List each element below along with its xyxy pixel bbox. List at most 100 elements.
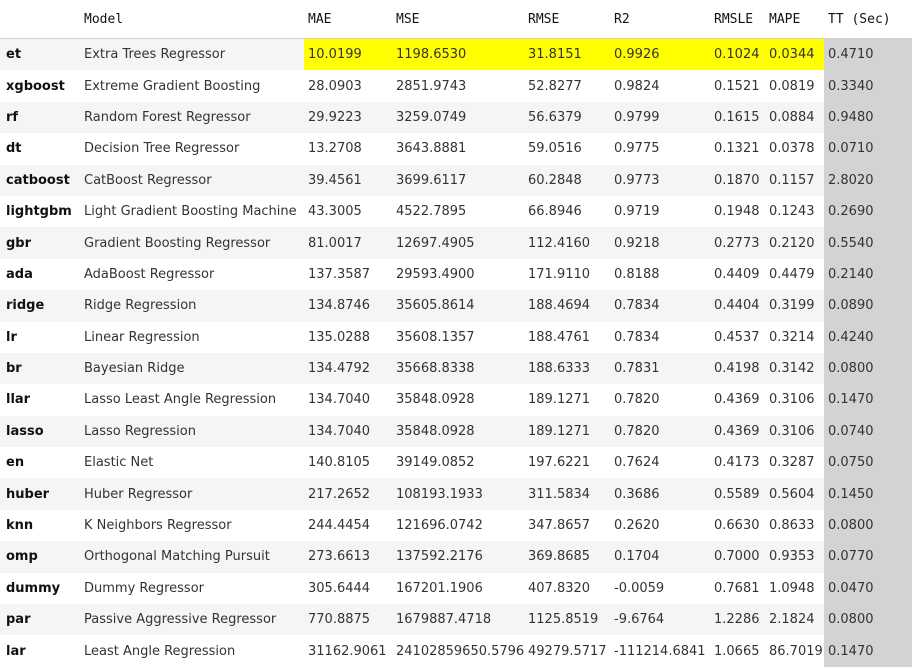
mape-cell: 0.3106 [765, 384, 824, 416]
table-header: Model MAE MSE RMSE R2 RMSLE MAPE TT (Sec) [0, 0, 912, 39]
model-name-cell: Bayesian Ridge [80, 352, 304, 385]
rmsle-cell: 1.0665 [710, 635, 765, 667]
mse-cell: 35668.8338 [392, 352, 524, 385]
model-name-cell: Orthogonal Matching Pursuit [80, 541, 304, 573]
row-index-cell: dt [0, 133, 80, 165]
model-name-cell: Decision Tree Regressor [80, 133, 304, 165]
header-r2: R2 [610, 0, 710, 39]
rmse-cell: 171.9110 [524, 258, 610, 291]
rmsle-cell: 0.1870 [710, 164, 765, 196]
rmse-cell: 112.4160 [524, 227, 610, 259]
mae-cell: 140.8105 [304, 447, 392, 479]
r2-cell: 0.7834 [610, 290, 710, 322]
mse-cell: 3643.8881 [392, 133, 524, 165]
row-index-cell: lr [0, 321, 80, 353]
rmse-cell: 49279.5717 [524, 635, 610, 667]
table-row: lightgbm Light Gradient Boosting Machine 4… [0, 195, 912, 228]
r2-cell: 0.9719 [610, 195, 710, 228]
row-index-cell: br [0, 352, 80, 385]
tt-sec-cell: 0.0890 [824, 290, 912, 322]
row-index-cell: ada [0, 258, 80, 291]
model-name-cell: Lasso Least Angle Regression [80, 384, 304, 416]
mae-cell: 10.0199 [304, 38, 392, 71]
rmsle-cell: 0.1521 [710, 70, 765, 102]
header-model: Model [80, 0, 304, 39]
mae-cell: 39.4561 [304, 164, 392, 196]
mae-cell: 31162.9061 [304, 635, 392, 667]
model-name-cell: K Neighbors Regressor [80, 509, 304, 542]
rmsle-cell: 0.4537 [710, 321, 765, 353]
rmse-cell: 197.6221 [524, 447, 610, 479]
mse-cell: 1198.6530 [392, 38, 524, 71]
mape-cell: 2.1824 [765, 604, 824, 636]
rmse-cell: 59.0516 [524, 133, 610, 165]
mae-cell: 13.2708 [304, 133, 392, 165]
table-row: lar Least Angle Regression 31162.9061 24102… [0, 635, 912, 667]
r2-cell: 0.9218 [610, 227, 710, 259]
rmse-cell: 189.1271 [524, 384, 610, 416]
table-row: dt Decision Tree Regressor 13.2708 3643.888… [0, 133, 912, 165]
rmse-cell: 369.8685 [524, 541, 610, 573]
table-row: et Extra Trees Regressor 10.0199 1198.6530 3… [0, 38, 912, 71]
model-name-cell: CatBoost Regressor [80, 164, 304, 196]
rmsle-cell: 0.4369 [710, 384, 765, 416]
rmse-cell: 407.8320 [524, 572, 610, 605]
mape-cell: 0.0819 [765, 70, 824, 102]
mae-cell: 134.7040 [304, 384, 392, 416]
mape-cell: 0.0378 [765, 133, 824, 165]
mae-cell: 770.8875 [304, 604, 392, 636]
mape-cell: 0.3199 [765, 290, 824, 322]
table-row: omp Orthogonal Matching Pursuit 273.6613 13… [0, 541, 912, 573]
rmse-cell: 60.2848 [524, 164, 610, 196]
row-index-cell: huber [0, 478, 80, 510]
header-rmse: RMSE [524, 0, 610, 39]
r2-cell: 0.9824 [610, 70, 710, 102]
mse-cell: 121696.0742 [392, 509, 524, 542]
mse-cell: 35848.0928 [392, 384, 524, 416]
table-row: xgboost Extreme Gradient Boosting 28.0903 2… [0, 70, 912, 102]
row-index-cell: en [0, 447, 80, 479]
header-index [0, 0, 80, 39]
header-mae: MAE [304, 0, 392, 39]
tt-sec-cell: 0.2690 [824, 195, 912, 228]
mse-cell: 4522.7895 [392, 195, 524, 228]
rmsle-cell: 0.4198 [710, 352, 765, 385]
table-body: et Extra Trees Regressor 10.0199 1198.6530 3… [0, 38, 912, 667]
tt-sec-cell: 0.0710 [824, 133, 912, 165]
mse-cell: 24102859650.5796 [392, 635, 524, 667]
mape-cell: 0.2120 [765, 227, 824, 259]
table-row: ridge Ridge Regression 134.8746 35605.8614 1… [0, 290, 912, 322]
row-index-cell: et [0, 38, 80, 71]
r2-cell: -0.0059 [610, 572, 710, 605]
mse-cell: 2851.9743 [392, 70, 524, 102]
rmsle-cell: 1.2286 [710, 604, 765, 636]
table-row: knn K Neighbors Regressor 244.4454 121696.0… [0, 509, 912, 542]
mape-cell: 0.4479 [765, 258, 824, 291]
tt-sec-cell: 0.0740 [824, 415, 912, 448]
mape-cell: 0.9353 [765, 541, 824, 573]
tt-sec-cell: 2.8020 [824, 164, 912, 196]
tt-sec-cell: 0.0770 [824, 541, 912, 573]
mae-cell: 134.4792 [304, 352, 392, 385]
row-index-cell: rf [0, 101, 80, 134]
mae-cell: 135.0288 [304, 321, 392, 353]
rmse-cell: 311.5834 [524, 478, 610, 510]
r2-cell: 0.3686 [610, 478, 710, 510]
rmsle-cell: 0.4369 [710, 415, 765, 448]
header-mape: MAPE [765, 0, 824, 39]
r2-cell: 0.7624 [610, 447, 710, 479]
mape-cell: 0.3142 [765, 352, 824, 385]
mae-cell: 137.3587 [304, 258, 392, 291]
mape-cell: 0.8633 [765, 509, 824, 542]
tt-sec-cell: 0.0800 [824, 604, 912, 636]
model-name-cell: Linear Regression [80, 321, 304, 353]
model-name-cell: Dummy Regressor [80, 572, 304, 605]
tt-sec-cell: 0.9480 [824, 101, 912, 134]
header-tt-sec: TT (Sec) [824, 0, 912, 39]
mape-cell: 0.1157 [765, 164, 824, 196]
row-index-cell: dummy [0, 572, 80, 605]
r2-cell: 0.7820 [610, 384, 710, 416]
tt-sec-cell: 0.4710 [824, 38, 912, 71]
model-name-cell: Elastic Net [80, 447, 304, 479]
mse-cell: 1679887.4718 [392, 604, 524, 636]
